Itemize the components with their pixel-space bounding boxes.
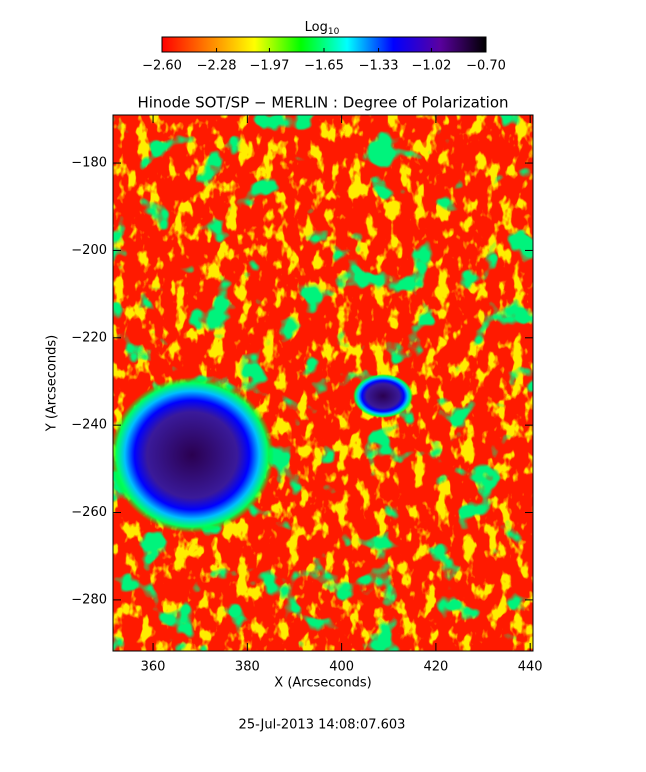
x-tick-label: 420 [423, 660, 448, 675]
footer: 25-Jul-2013 14:08:07.603 [239, 718, 406, 733]
colorbar-tick-label: −0.70 [466, 59, 506, 74]
y-tick-label: −260 [71, 505, 107, 520]
y-axis-label: Y (Arcseconds) [45, 335, 60, 432]
y-tick-label: −240 [71, 418, 107, 433]
x-tick-label: 400 [329, 660, 354, 675]
y-tick-label: −280 [71, 592, 107, 607]
chart-title: Hinode SOT/SP − MERLIN : Degree of Polar… [137, 94, 508, 112]
colorbar-label: Log10 [305, 20, 340, 37]
colorbar-tick-label: −2.60 [142, 59, 182, 74]
colorbar-tick-label: −1.97 [250, 59, 290, 74]
y-tick-label: −180 [71, 156, 107, 171]
colorbar-tick-label: −1.65 [304, 59, 344, 74]
colorbar-tick-label: −1.33 [359, 59, 399, 74]
heatmap-image [113, 115, 533, 651]
y-tick-label: −220 [71, 330, 107, 345]
colorbar-tick-label: −2.28 [197, 59, 237, 74]
x-tick-label: 360 [141, 660, 166, 675]
colorbar-tick-label: −1.02 [412, 59, 452, 74]
x-tick-label: 440 [518, 660, 543, 675]
x-axis-label: X (Arcseconds) [274, 676, 371, 691]
colorbar-label-sub: 10 [328, 27, 340, 37]
plot-frame [112, 114, 534, 652]
y-tick-label: −200 [71, 243, 107, 258]
x-tick-label: 380 [235, 660, 260, 675]
colorbar-label-main: Log [305, 20, 328, 35]
